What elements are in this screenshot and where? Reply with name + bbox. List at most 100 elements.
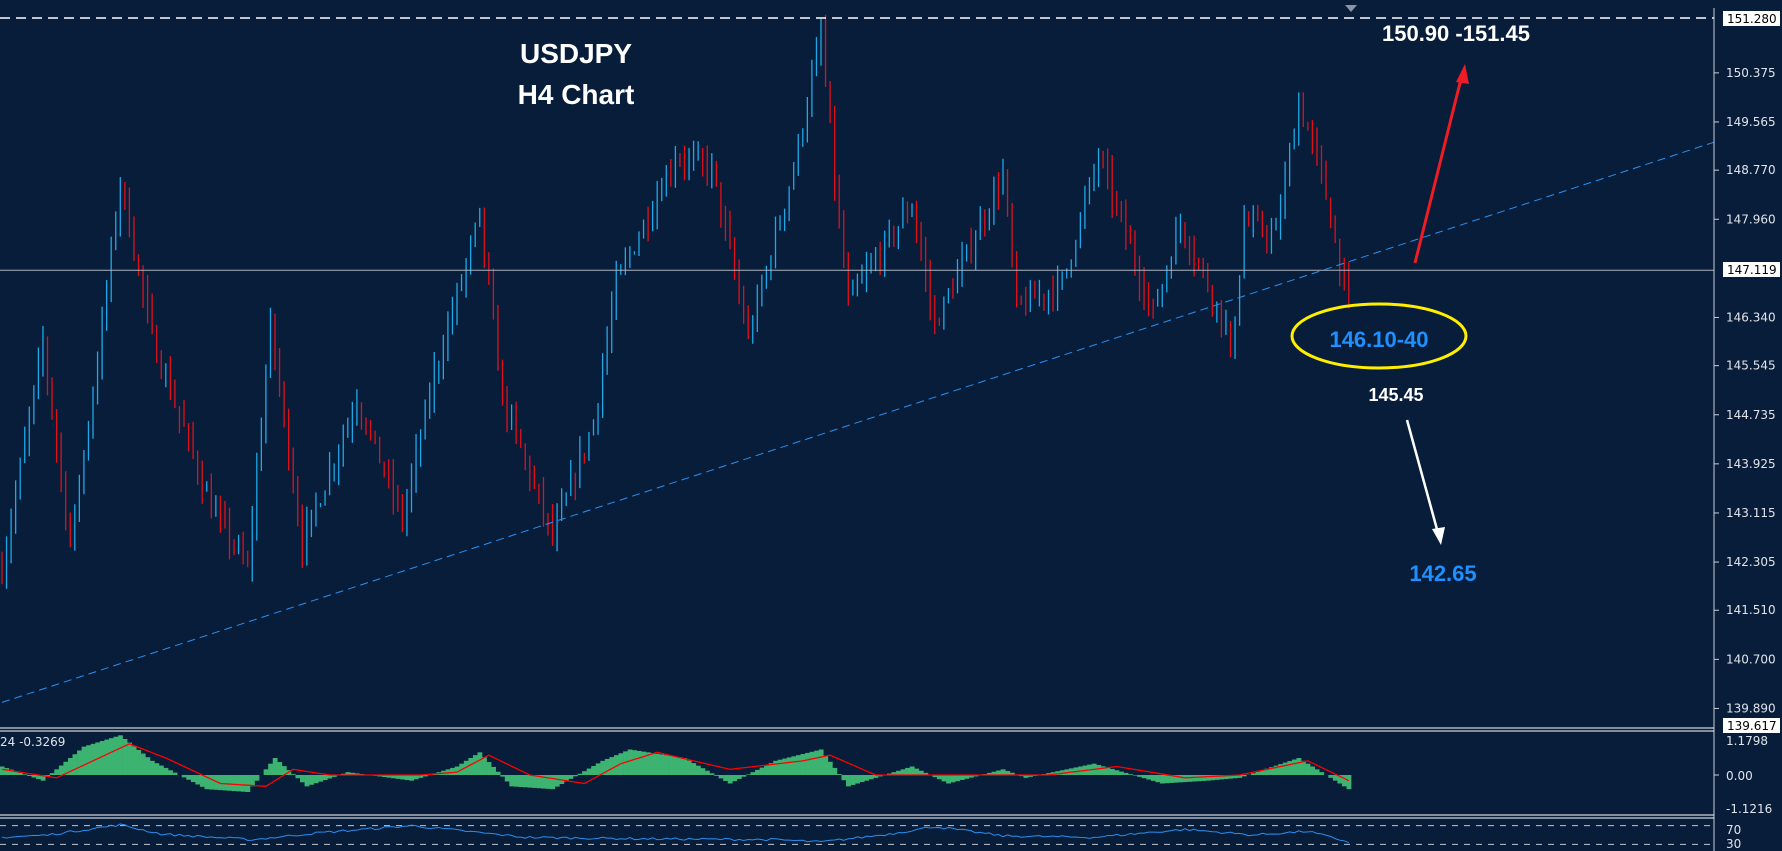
macd-histogram-bar [664, 755, 669, 775]
macd-histogram-bar [318, 775, 324, 782]
macd-histogram-bar [764, 765, 769, 775]
rsi-level-70: 70 [1726, 823, 1741, 837]
macd-histogram-bar [472, 755, 478, 775]
macd-histogram-bar [918, 770, 924, 775]
macd-histogram-bar [736, 775, 742, 779]
macd-histogram-bar [668, 755, 674, 775]
macd-histogram-bar [1210, 775, 1215, 781]
macd-histogram-bar [732, 775, 738, 782]
macd-tick: 1.1798 [1726, 734, 1768, 748]
macd-histogram-bar [673, 756, 678, 775]
macd-histogram-bar [946, 775, 951, 784]
chart-shift-marker[interactable] [1345, 5, 1357, 12]
macd-histogram-bar [991, 771, 997, 775]
price-axis[interactable]: 150.375 149.565 148.770 147.960 146.340 145.5… [1714, 66, 1776, 716]
macd-histogram-bar [54, 769, 60, 775]
macd-histogram-bar [1296, 758, 1302, 775]
macd-histogram-bar [227, 775, 233, 791]
macd-histogram-bar [140, 753, 146, 775]
macd-histogram-bar [864, 775, 870, 781]
chart-title: USDJPY [520, 38, 632, 69]
support-zone-ellipse [1290, 302, 1468, 370]
macd-histogram-bar [495, 771, 501, 775]
macd-histogram-bar [563, 775, 569, 782]
macd-histogram-bar [1187, 775, 1193, 782]
macd-histogram-bar [1169, 775, 1174, 783]
macd-histogram-bar [518, 775, 524, 787]
top-price-box: 151.280 [1723, 11, 1780, 26]
macd-histogram-bar [1196, 775, 1202, 782]
macd-histogram-bar [791, 756, 797, 775]
macd-histogram-bar [77, 750, 82, 775]
macd-histogram-bar [381, 775, 387, 778]
macd-histogram-bar [645, 752, 651, 775]
macd-histogram-bar [1191, 775, 1197, 782]
macd-histogram-bar [627, 749, 633, 775]
macd-histogram-bar [8, 769, 14, 775]
price-tick-label: 146.340 [1726, 310, 1776, 324]
macd-histogram-bar [782, 758, 788, 775]
price-tick-label: 148.770 [1726, 163, 1776, 177]
macd-histogram-bar [1214, 775, 1220, 780]
macd-histogram-bar [1100, 766, 1106, 775]
macd-histogram-bar [1105, 767, 1111, 775]
support-level-label: 145.45 [1368, 385, 1423, 405]
macd-histogram-bar [636, 750, 642, 775]
macd-histogram-bar [1137, 775, 1143, 777]
macd-histogram-bar [1050, 772, 1056, 775]
macd-histogram-bar [486, 762, 492, 775]
macd-histogram-bar [914, 768, 920, 775]
macd-histogram-bar [58, 765, 64, 775]
macd-histogram-bar [695, 765, 701, 775]
price-tick-label: 141.510 [1726, 603, 1776, 617]
macd-histogram-bar [1332, 775, 1338, 781]
macd-histogram-bar [386, 775, 392, 778]
macd-histogram-bar [491, 766, 496, 775]
macd-histogram-bar [149, 760, 155, 775]
target-label-up: 150.90 -151.45 [1382, 21, 1530, 46]
up-arrow [1413, 64, 1469, 264]
macd-histogram-bar [327, 775, 333, 779]
macd-histogram-bar [1278, 764, 1284, 775]
macd-histogram-bar [1341, 775, 1347, 787]
macd-histogram-bar [859, 775, 865, 783]
macd-histogram-bar [86, 745, 92, 775]
macd-histogram-bar [586, 768, 592, 775]
macd-histogram-bar [1200, 775, 1206, 781]
macd-histogram-bar [1132, 775, 1138, 776]
macd-histogram-bar [249, 775, 255, 787]
price-tick-label: 144.735 [1726, 408, 1776, 422]
macd-histogram-bar [595, 763, 601, 775]
macd-histogram-bar [613, 755, 619, 775]
macd-histogram-bar [582, 771, 587, 775]
macd-histogram-bar [295, 775, 301, 779]
macd-histogram-bar [272, 758, 278, 775]
macd-histogram-bar [300, 775, 305, 783]
macd-histogram-bar [213, 775, 219, 790]
macd-histogram-bar [1228, 775, 1234, 779]
macd-histogram-bar [218, 775, 223, 791]
macd-histogram-bar [22, 774, 28, 775]
macd-histogram-bar [591, 765, 597, 775]
macd-histogram-bar [755, 769, 760, 775]
price-tick-label: 143.925 [1726, 457, 1776, 471]
macd-histogram-bar [1282, 762, 1288, 775]
macd-histogram-bar [17, 772, 23, 775]
macd-histogram-bar [1223, 775, 1229, 780]
macd-histogram-bar [532, 775, 537, 788]
macd-histogram-bar [67, 758, 73, 775]
macd-histogram-bar [313, 775, 319, 784]
macd-panel [0, 735, 1719, 792]
rsi-line [1, 823, 1349, 844]
macd-histogram-bar [1219, 775, 1224, 780]
macd-histogram-bar [682, 758, 688, 775]
macd-histogram-bar [268, 763, 274, 775]
macd-histogram-bar [800, 754, 806, 775]
macd-histogram-bar [1150, 775, 1156, 781]
macd-histogram-bar [846, 775, 851, 787]
macd-histogram-bar [1096, 764, 1102, 775]
macd-histogram-bar [768, 763, 774, 775]
macd-histogram-bar [805, 752, 810, 775]
macd-histogram-bar [1164, 775, 1170, 784]
macd-histogram-bar [281, 766, 287, 775]
